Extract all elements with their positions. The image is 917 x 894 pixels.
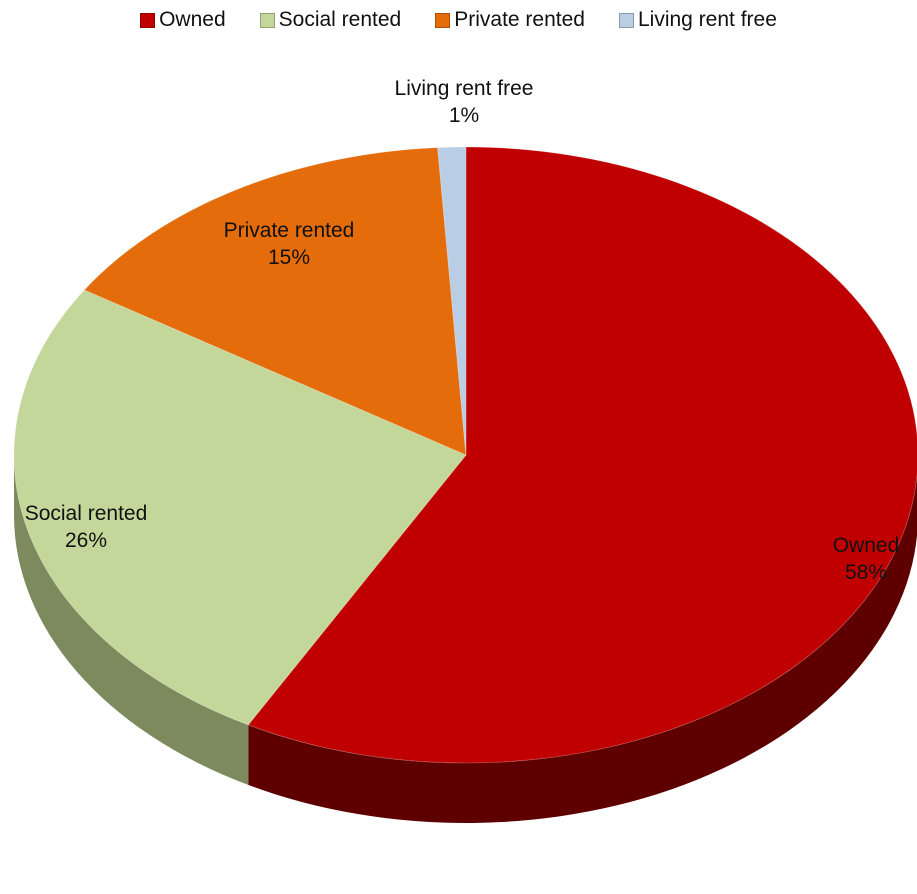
slice-label-owned: Owned [833, 534, 900, 557]
slice-label-social-rented: Social rented [25, 502, 148, 525]
slice-value-private-rented: 15% [268, 246, 310, 269]
slice-side-owned [248, 474, 917, 823]
legend-label-owned: Owned [159, 8, 226, 31]
slice-label-private-rented: Private rented [224, 219, 355, 242]
legend: Owned Social rented Private rented Livin… [0, 8, 917, 32]
pie-slices [13, 146, 917, 764]
legend-item-social-rented: Social rented [259, 8, 402, 32]
legend-swatch-private-rented [435, 12, 451, 28]
slice-value-living-rent-free: 1% [449, 104, 479, 127]
legend-label-living-rent-free: Living rent free [637, 8, 777, 31]
legend-item-private-rented: Private rented [435, 8, 585, 32]
legend-label-social-rented: Social rented [278, 8, 402, 31]
slice-label-living-rent-free: Living rent free [395, 77, 534, 100]
slice-living-rent-free [437, 146, 467, 456]
legend-swatch-social-rented [259, 12, 275, 28]
legend-swatch-living-rent-free [618, 12, 634, 28]
slice-side-social-rented [14, 455, 249, 785]
slice-value-social-rented: 26% [65, 529, 107, 552]
legend-label-private-rented: Private rented [454, 8, 585, 31]
slice-owned [247, 146, 917, 764]
slice-value-owned: 58% [845, 561, 887, 584]
pie-sides [14, 455, 917, 823]
slice-private-rented [83, 147, 467, 456]
legend-item-living-rent-free: Living rent free [618, 8, 777, 32]
slice-social-rented [13, 289, 467, 726]
legend-item-owned: Owned [140, 8, 226, 32]
slice-labels: Owned 58% Social rented 26% Private rented 15… [25, 77, 900, 584]
legend-swatch-owned [140, 12, 156, 28]
